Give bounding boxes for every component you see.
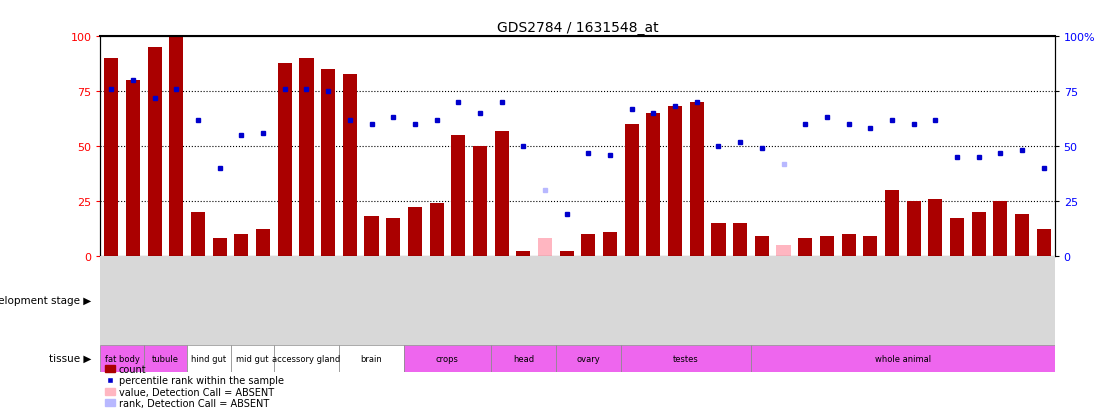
Text: adult: adult: [650, 295, 679, 306]
Bar: [278, 64, 291, 256]
Bar: [646, 114, 661, 256]
Bar: [538, 239, 552, 256]
Bar: [451, 136, 465, 256]
Bar: [711, 223, 725, 256]
Bar: [187, 345, 231, 372]
Bar: [864, 236, 877, 256]
Text: mid gut: mid gut: [235, 354, 269, 363]
Text: fat body: fat body: [105, 354, 140, 363]
Bar: [321, 70, 335, 256]
Bar: [1016, 214, 1029, 256]
Bar: [841, 234, 856, 256]
Bar: [620, 345, 751, 372]
Text: larva: larva: [179, 295, 206, 306]
Bar: [491, 345, 556, 372]
Bar: [517, 252, 530, 256]
Bar: [603, 232, 617, 256]
Bar: [170, 37, 183, 256]
Bar: [929, 199, 942, 256]
Text: testes: testes: [673, 354, 699, 363]
Bar: [754, 236, 769, 256]
Text: tissue ▶: tissue ▶: [48, 353, 90, 363]
Title: GDS2784 / 1631548_at: GDS2784 / 1631548_at: [497, 21, 658, 35]
Text: head: head: [512, 354, 533, 363]
Bar: [972, 212, 985, 256]
Bar: [625, 125, 638, 256]
Bar: [690, 103, 704, 256]
Bar: [581, 234, 596, 256]
Text: accessory gland: accessory gland: [272, 354, 340, 363]
Bar: [343, 74, 357, 256]
Bar: [407, 208, 422, 256]
Text: tubule: tubule: [152, 354, 179, 363]
Bar: [339, 345, 404, 372]
Bar: [950, 219, 964, 256]
Bar: [556, 345, 620, 372]
Bar: [299, 59, 314, 256]
Bar: [798, 239, 812, 256]
Bar: [191, 212, 205, 256]
Bar: [993, 202, 1008, 256]
Bar: [231, 345, 273, 372]
Legend: count, percentile rank within the sample, value, Detection Call = ABSENT, rank, : count, percentile rank within the sample…: [105, 364, 283, 408]
Bar: [100, 256, 273, 345]
Bar: [273, 345, 339, 372]
Bar: [100, 345, 144, 372]
Bar: [777, 245, 790, 256]
Bar: [751, 345, 1055, 372]
Bar: [404, 345, 491, 372]
Bar: [494, 131, 509, 256]
Bar: [559, 252, 574, 256]
Bar: [733, 223, 748, 256]
Bar: [273, 256, 1055, 345]
Text: whole animal: whole animal: [875, 354, 931, 363]
Text: brain: brain: [360, 354, 383, 363]
Bar: [213, 239, 227, 256]
Bar: [885, 190, 899, 256]
Bar: [144, 345, 187, 372]
Bar: [473, 147, 487, 256]
Text: hind gut: hind gut: [191, 354, 227, 363]
Bar: [1037, 230, 1051, 256]
Bar: [430, 204, 444, 256]
Bar: [820, 236, 834, 256]
Bar: [104, 59, 118, 256]
Text: ovary: ovary: [577, 354, 600, 363]
Bar: [386, 219, 401, 256]
Bar: [147, 48, 162, 256]
Bar: [234, 234, 249, 256]
Bar: [256, 230, 270, 256]
Bar: [365, 217, 378, 256]
Bar: [668, 107, 682, 256]
Text: crops: crops: [436, 354, 459, 363]
Bar: [906, 202, 921, 256]
Text: development stage ▶: development stage ▶: [0, 295, 90, 306]
Bar: [126, 81, 140, 256]
